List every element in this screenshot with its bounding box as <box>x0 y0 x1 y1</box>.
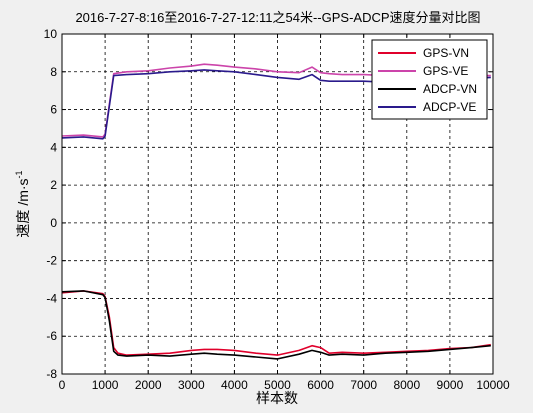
y-tick-label: 8 <box>50 65 57 79</box>
chart-title: 2016-7-27-8:16至2016-7-27-12:11之54米--GPS-… <box>75 10 480 25</box>
x-tick-label: 4000 <box>221 378 248 392</box>
ticks <box>61 33 494 375</box>
y-tick-label: -6 <box>46 329 57 343</box>
y-tick-label: -8 <box>46 367 57 381</box>
y-axis-title-superscript: -1 <box>14 170 24 178</box>
x-tick-label: 3000 <box>178 378 205 392</box>
legend-label: ADCP-VE <box>423 100 476 114</box>
x-tick-label: 5000 <box>264 378 291 392</box>
series-line-3 <box>61 290 491 360</box>
legend-label: GPS-VE <box>423 64 468 78</box>
legend-label: GPS-VN <box>423 46 469 60</box>
x-tick-label: 9000 <box>437 378 464 392</box>
x-tick-label: 6000 <box>307 378 334 392</box>
x-tick-label: 7000 <box>350 378 377 392</box>
y-tick-label: 6 <box>50 103 57 117</box>
y-tick-label: 4 <box>50 140 57 154</box>
x-tick-label: 8000 <box>393 378 420 392</box>
y-tick-label: 2 <box>50 178 57 192</box>
y-axis-title-text: 速度 /m·s <box>15 178 31 237</box>
y-tick-label: 10 <box>44 27 58 41</box>
y-axis-title: 速度 /m·s-1 <box>14 170 31 237</box>
legend: GPS-VN GPS-VE ADCP-VN ADCP-VE <box>371 39 488 120</box>
y-tick-label: -4 <box>46 291 57 305</box>
legend-label: ADCP-VN <box>423 82 477 96</box>
x-tick-label: 10000 <box>476 378 510 392</box>
x-tick-label: 0 <box>59 378 66 392</box>
x-tick-label: 1000 <box>92 378 119 392</box>
tick-labels: 0 1000 2000 3000 4000 5000 6000 7000 8000 9000 100… <box>44 27 510 392</box>
x-axis-title: 样本数 <box>256 390 298 406</box>
y-tick-label: -2 <box>46 254 57 268</box>
y-tick-label: 0 <box>50 216 57 230</box>
x-tick-label: 2000 <box>135 378 162 392</box>
y-axis-title-group: 速度 /m·s-1 <box>14 170 31 237</box>
